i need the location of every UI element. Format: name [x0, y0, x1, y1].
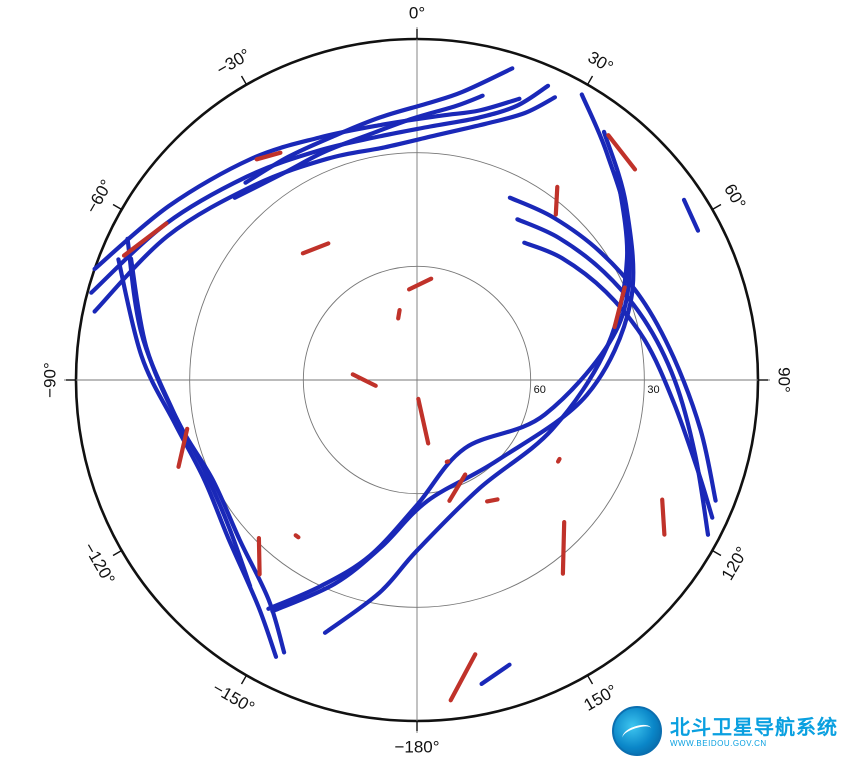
azimuth-label: −90°	[41, 362, 60, 398]
satellite-track-red	[485, 497, 500, 504]
satellite-track-blue	[116, 257, 279, 659]
satellite-track-red	[612, 285, 627, 330]
satellite-track-red	[407, 276, 434, 292]
satellite-track-red	[556, 456, 562, 464]
satellite-track-blue	[479, 662, 512, 686]
azimuth-tick	[711, 549, 722, 557]
azimuth-label: −60°	[82, 176, 116, 216]
satellite-track-red	[121, 221, 169, 258]
satellite-track-blue	[270, 129, 636, 614]
azimuth-label: −30°	[213, 45, 253, 79]
azimuth-label: 90°	[775, 367, 794, 393]
polar-grid	[64, 27, 770, 733]
azimuth-tick	[586, 674, 594, 685]
satellite-track-red	[448, 652, 478, 703]
satellite-track-red	[396, 308, 402, 321]
satellite-track-red	[606, 133, 638, 172]
satellite-track-red	[254, 150, 283, 162]
satellite-track-red	[444, 459, 451, 464]
satellite-track-blue	[92, 95, 557, 314]
satellite-track-red	[560, 520, 567, 576]
logo-url: WWW.BEIDOU.GOV.CN	[670, 738, 767, 748]
logo-text: 北斗卫星导航系统 WWW.BEIDOU.GOV.CN	[670, 715, 838, 748]
satellite-track-blue	[507, 195, 718, 503]
satellite-tracks	[89, 66, 718, 703]
satellite-track-red	[553, 184, 560, 217]
azimuth-tick	[240, 75, 248, 86]
satellite-track-blue	[128, 256, 287, 655]
satellite-track-red	[350, 372, 378, 388]
satellite-track-blue	[681, 197, 701, 233]
satellite-track-red	[660, 497, 667, 537]
azimuth-label: −180°	[394, 738, 439, 757]
azimuth-tick	[586, 75, 594, 86]
satellite-track-blue	[89, 83, 551, 295]
satellite-track-red	[447, 472, 468, 503]
satellite-track-blue	[522, 240, 715, 520]
azimuth-label: −150°	[209, 678, 258, 717]
satellite-track-blue	[515, 217, 711, 537]
azimuth-label: −120°	[80, 539, 119, 588]
satellite-track-blue	[92, 96, 522, 272]
logo-name: 北斗卫星导航系统	[670, 714, 838, 739]
satellite-track-blue	[232, 93, 485, 200]
azimuth-label: 30°	[585, 48, 617, 77]
satellite-track-red	[256, 536, 262, 577]
beidou-logo: 北斗卫星导航系统 WWW.BEIDOU.GOV.CN	[612, 703, 848, 759]
satellite-track-red	[300, 241, 331, 256]
azimuth-tick	[112, 203, 123, 211]
elevation-label: 30	[647, 384, 659, 396]
azimuth-label: 0°	[409, 4, 425, 23]
elevation-label: 60	[534, 384, 546, 396]
satellite-track-red	[416, 396, 431, 446]
satellite-track-blue	[125, 236, 253, 589]
azimuth-tick	[240, 674, 248, 685]
satellite-track-red	[176, 426, 190, 469]
satellite-track-blue	[266, 92, 632, 611]
satellite-track-blue	[322, 170, 630, 635]
azimuth-tick	[112, 549, 123, 557]
azimuth-label: 120°	[718, 544, 752, 584]
beidou-emblem-icon	[612, 706, 662, 756]
azimuth-tick	[711, 203, 722, 211]
satellite-track-red	[293, 533, 301, 540]
satellite-track-blue	[243, 66, 515, 185]
azimuth-label: 60°	[720, 181, 749, 213]
